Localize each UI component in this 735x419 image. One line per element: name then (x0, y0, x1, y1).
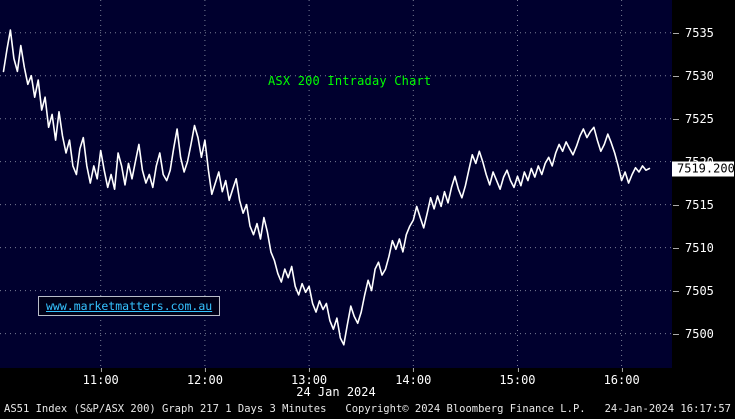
y-axis: 7519.200 7500750575107515752075257530753… (672, 0, 735, 368)
x-axis-date: 24 Jan 2024 (296, 385, 376, 399)
chart-title: ASX 200 Intraday Chart (268, 74, 432, 88)
x-axis-label: 15:00 (499, 368, 536, 387)
y-axis-label: 7530 (672, 69, 714, 83)
status-security-info: AS51 Index (S&P/ASX 200) Graph 217 1 Day… (4, 402, 327, 415)
y-axis-label: 7510 (672, 241, 714, 255)
x-axis-label: 13:00 (291, 368, 328, 387)
x-axis: 24 Jan 2024 11:00 12:00 13:00 14:00 15:00 16:… (0, 368, 735, 399)
watermark-link[interactable]: www.marketmatters.com.au (38, 296, 221, 316)
y-axis-label: 7500 (672, 327, 714, 341)
status-timestamp: 24-Jan-2024 16:17:57 (604, 402, 731, 415)
chart-plot-area[interactable]: ASX 200 Intraday Chart www.marketmatters… (0, 0, 672, 368)
x-axis-label: 11:00 (82, 368, 119, 387)
last-price-label: 7519.200 (672, 161, 735, 177)
y-axis-label: 7505 (672, 284, 714, 298)
status-copyright: Copyright© 2024 Bloomberg Finance L.P. (345, 402, 586, 415)
status-bar: AS51 Index (S&P/ASX 200) Graph 217 1 Day… (0, 398, 735, 419)
x-axis-label: 12:00 (186, 368, 223, 387)
y-axis-label: 7535 (672, 26, 714, 40)
x-axis-label: 14:00 (395, 368, 432, 387)
intraday-line-chart (0, 0, 672, 368)
y-axis-label: 7515 (672, 198, 714, 212)
y-axis-label: 7525 (672, 112, 714, 126)
x-axis-label: 16:00 (603, 368, 640, 387)
